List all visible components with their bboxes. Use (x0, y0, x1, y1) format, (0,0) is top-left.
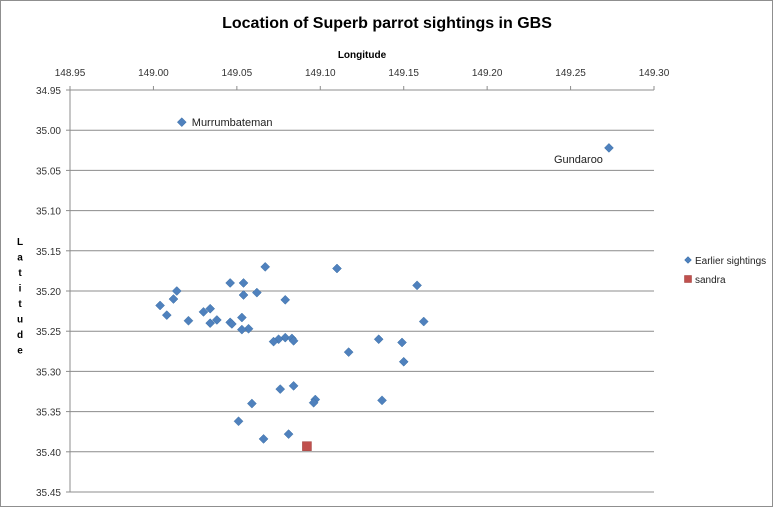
chart-title: Location of Superb parrot sightings in G… (222, 15, 552, 32)
tick-labels: 34.95 35.00 35.05 35.10 35.15 35.20 35.25 35.30… (36, 68, 670, 499)
x-tick-label: 149.20 (472, 68, 503, 79)
y-tick-label: 35.10 (36, 207, 61, 218)
data-point-earlier-sighting (343, 347, 354, 357)
y-tick-label: 34.95 (36, 86, 61, 97)
data-point-earlier-sighting (238, 278, 249, 288)
legend-marker-earlier-sightings (684, 256, 692, 264)
data-point-earlier-sighting (233, 416, 244, 427)
x-axis-title: Longitude (338, 50, 387, 61)
y-tick-label: 35.40 (36, 448, 61, 459)
data-point-earlier-sighting (243, 323, 254, 334)
data-point-earlier-sighting (211, 315, 222, 325)
y-axis-title-letter: e (17, 346, 23, 357)
x-tick-label: 148.95 (55, 68, 86, 79)
data-point-earlier-sighting (238, 290, 249, 300)
data-point-earlier-sighting (377, 395, 387, 406)
data-point-earlier-sighting (288, 335, 299, 346)
x-tick-label: 149.00 (138, 68, 169, 79)
point-annotation: Gundaroo (554, 154, 603, 166)
data-point-earlier-sighting (397, 337, 407, 348)
annotations: Murrumbateman Gundaroo (192, 117, 603, 166)
axes (66, 86, 655, 493)
y-axis-title-letter: t (18, 299, 22, 310)
data-point-earlier-sighting (288, 381, 299, 391)
data-point-earlier-sighting (198, 307, 209, 317)
y-axis-title-letter: L (17, 237, 23, 248)
y-axis-title-letter: a (17, 253, 23, 264)
data-point-earlier-sighting (176, 117, 187, 128)
data-point-earlier-sighting (275, 384, 286, 394)
legend: Earlier sightings sandra (684, 256, 766, 286)
legend-marker-sandra (684, 275, 692, 283)
gridlines (70, 129, 654, 493)
data-point-earlier-sighting (332, 263, 342, 274)
data-point-earlier-sighting (280, 332, 291, 343)
y-tick-label: 35.20 (36, 287, 61, 298)
data-point-earlier-sighting (258, 434, 269, 444)
data-point-earlier-sighting (168, 294, 179, 304)
data-point-earlier-sighting (161, 310, 172, 320)
data-point-earlier-sighting (205, 303, 216, 314)
x-tick-label: 149.05 (222, 68, 253, 79)
y-axis-title-letter: t (18, 268, 22, 279)
data-point-earlier-sighting (308, 397, 319, 408)
y-tick-label: 35.35 (36, 408, 61, 419)
y-axis-title-letter: i (19, 284, 22, 295)
data-point-earlier-sighting (205, 318, 216, 329)
data-point-earlier-sighting (268, 336, 279, 347)
data-point-earlier-sighting (373, 334, 384, 345)
data-point-earlier-sighting (155, 300, 165, 311)
data-point-earlier-sighting (604, 143, 614, 153)
y-tick-label: 35.25 (36, 327, 61, 338)
data-point-earlier-sighting (398, 356, 409, 367)
data-point-earlier-sighting (171, 286, 182, 296)
point-annotation: Murrumbateman (192, 117, 273, 129)
legend-label: Earlier sightings (695, 256, 766, 267)
y-tick-label: 35.05 (36, 166, 61, 177)
data-point-earlier-sighting (225, 278, 236, 288)
data-point-earlier-sighting (412, 280, 422, 291)
data-point-earlier-sighting (252, 287, 262, 298)
data-point-earlier-sighting (247, 398, 257, 409)
y-tick-label: 35.45 (36, 488, 61, 499)
y-tick-label: 35.30 (36, 367, 61, 378)
data-point-earlier-sighting (260, 262, 271, 272)
data-points (155, 117, 614, 451)
data-point-earlier-sighting (280, 294, 291, 305)
y-axis-title-letter: u (17, 315, 23, 326)
x-tick-label: 149.30 (639, 68, 670, 79)
x-tick-label: 149.10 (305, 68, 336, 79)
data-point-earlier-sighting (183, 315, 194, 326)
x-tick-label: 149.15 (388, 68, 419, 79)
legend-label: sandra (695, 275, 726, 286)
data-point-earlier-sighting (237, 312, 247, 323)
data-point-earlier-sighting (237, 324, 247, 335)
y-tick-label: 35.00 (36, 126, 61, 137)
data-point-sandra (302, 441, 312, 451)
data-point-earlier-sighting (418, 316, 429, 327)
x-tick-label: 149.25 (555, 68, 586, 79)
data-point-earlier-sighting (226, 319, 237, 329)
y-axis-title-letter: d (17, 330, 23, 341)
y-tick-label: 35.15 (36, 247, 61, 258)
data-point-earlier-sighting (283, 429, 294, 439)
